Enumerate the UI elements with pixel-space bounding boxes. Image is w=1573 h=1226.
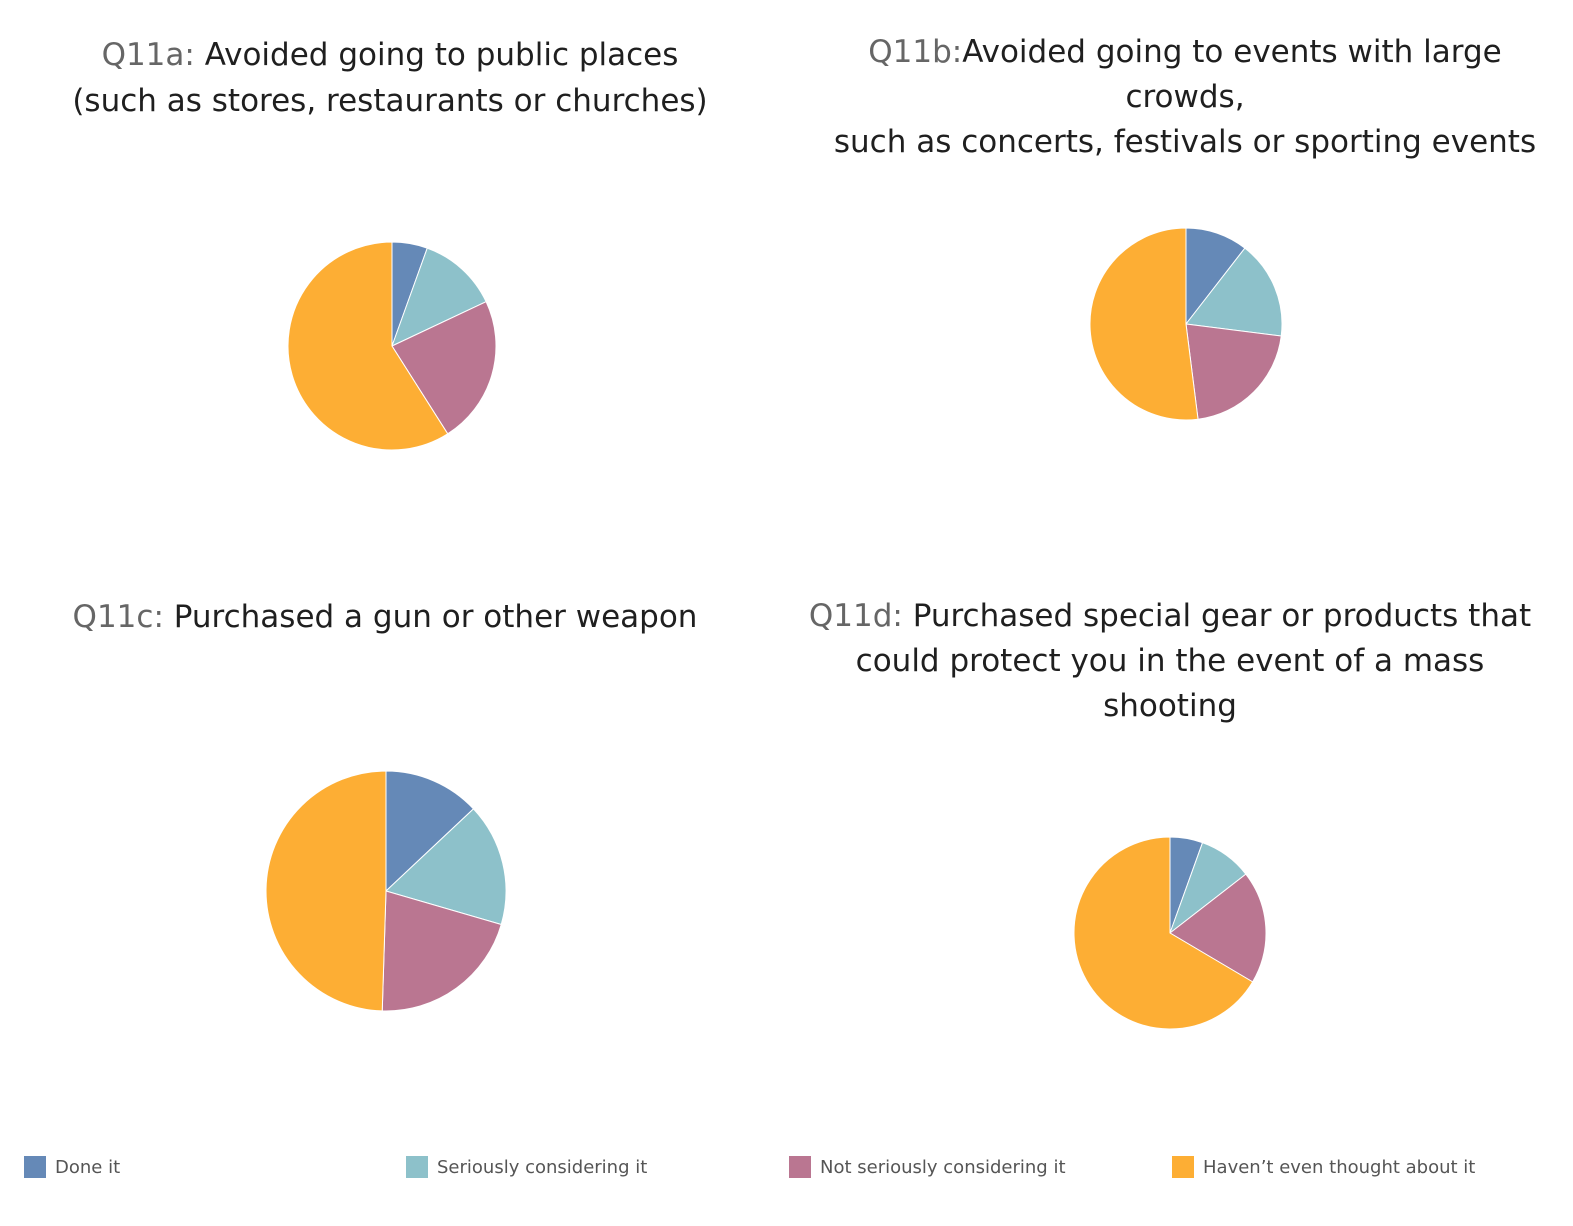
pie-slice-not-seriously-considering[interactable] — [1185, 323, 1282, 420]
title-line: could protect you in the event of a mass — [855, 643, 1485, 679]
legend-item-seriously: Seriously considering it — [406, 1154, 647, 1180]
legend: Done it Seriously considering it Not ser… — [0, 1154, 1573, 1184]
pie-slice-havent-thought[interactable] — [1073, 836, 1254, 1030]
legend-label: Seriously considering it — [437, 1156, 648, 1178]
pie-slice-seriously-considering[interactable] — [385, 808, 507, 926]
pie-slice-seriously-considering[interactable] — [391, 247, 487, 347]
pie-slice-havent-thought[interactable] — [1089, 227, 1199, 421]
question-id: Q11d: — [808, 598, 903, 634]
pie-chart-1 — [287, 241, 497, 451]
title-line: shooting — [1103, 688, 1237, 724]
legend-swatch — [1172, 1156, 1194, 1178]
legend-item-not-seriously: Not seriously considering it — [789, 1154, 1066, 1180]
legend-swatch — [406, 1156, 428, 1178]
pie-chart-3 — [265, 770, 507, 1012]
pie-slice-havent-thought[interactable] — [265, 770, 387, 1012]
pie-slice-not-seriously-considering[interactable] — [391, 301, 497, 435]
chart-title-q11b: Q11b:Avoided going to events with large … — [805, 30, 1565, 165]
title-line: such as concerts, festivals or sporting … — [833, 124, 1537, 160]
question-id: Q11c: — [72, 599, 164, 635]
pie-slice-done-it[interactable] — [385, 770, 475, 893]
pie-slice-not-seriously-considering[interactable] — [381, 890, 502, 1012]
question-id: Q11b: — [868, 34, 963, 70]
pie-chart-2 — [1089, 227, 1283, 421]
pie-chart-4 — [1073, 836, 1267, 1030]
title-line: Avoided going to events with large crowd… — [962, 34, 1502, 115]
legend-label: Not seriously considering it — [820, 1156, 1066, 1178]
legend-item-havent: Haven’t even thought about it — [1172, 1154, 1475, 1180]
chart-title-q11c: Q11c: Purchased a gun or other weapon — [40, 594, 730, 640]
pie-slice-not-seriously-considering[interactable] — [1169, 873, 1267, 983]
title-line: Purchased a gun or other weapon — [173, 599, 698, 635]
legend-label: Done it — [55, 1156, 121, 1178]
pie-slice-havent-thought[interactable] — [287, 241, 449, 451]
question-id: Q11a: — [101, 37, 195, 73]
chart-title-q11d: Q11d: Purchased special gear or products… — [805, 594, 1535, 729]
legend-swatch — [789, 1156, 811, 1178]
legend-label: Haven’t even thought about it — [1203, 1156, 1476, 1178]
legend-item-done: Done it — [24, 1154, 120, 1180]
title-line: (such as stores, restaurants or churches… — [72, 83, 708, 119]
title-line: Avoided going to public places — [204, 37, 679, 73]
pie-slice-seriously-considering[interactable] — [1185, 247, 1283, 337]
title-line: Purchased special gear or products that — [912, 598, 1532, 634]
chart-title-q11a: Q11a: Avoided going to public places (su… — [40, 32, 740, 124]
legend-swatch — [24, 1156, 46, 1178]
